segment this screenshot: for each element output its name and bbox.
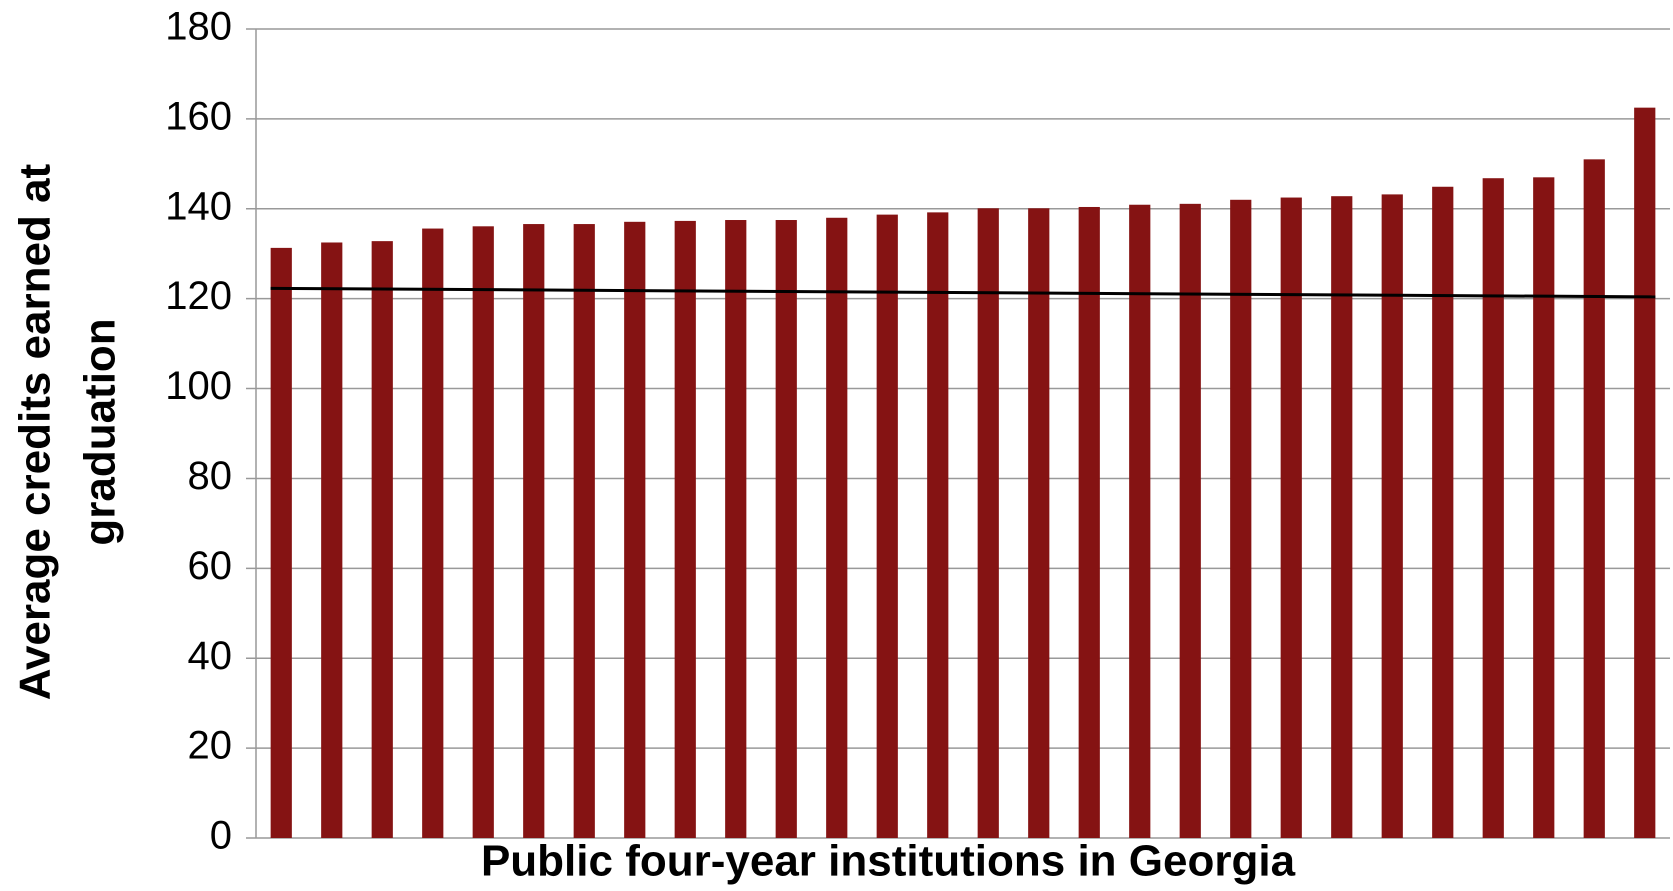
y-tick-label: 180 (165, 5, 232, 49)
y-tick-label: 160 (165, 94, 232, 138)
bar (876, 214, 898, 839)
bar (1179, 203, 1201, 839)
bar (472, 226, 494, 839)
bar (1028, 208, 1050, 838)
bar (1230, 199, 1252, 839)
bar (624, 221, 646, 839)
bar (422, 228, 444, 838)
bar (1381, 194, 1403, 838)
y-tick-label: 120 (165, 274, 232, 318)
bar (1432, 186, 1454, 838)
bar (1129, 204, 1151, 838)
bar (573, 224, 595, 838)
y-tick-label: 80 (188, 454, 233, 498)
bar (371, 241, 393, 839)
trend-line (270, 286, 1656, 299)
y-axis-label-1: Average credits earned at (11, 163, 60, 700)
bar (1078, 206, 1100, 839)
bar (1280, 197, 1302, 838)
bar (977, 208, 999, 838)
y-tick-label: 60 (188, 544, 233, 588)
bar (1533, 177, 1555, 839)
bar (674, 220, 696, 838)
bar (523, 224, 545, 838)
y-tick-label: 140 (165, 184, 232, 228)
x-axis-label: Public four-year institutions in Georgia (481, 837, 1296, 886)
bar (826, 217, 848, 838)
bar (725, 220, 747, 838)
y-tick-label: 40 (188, 634, 233, 678)
bar (1482, 178, 1504, 838)
y-tick-label: 0 (210, 814, 232, 858)
bar (1583, 159, 1605, 839)
y-tick-label: 20 (188, 724, 233, 768)
bar (775, 220, 797, 838)
bar (321, 242, 343, 839)
bar (270, 247, 292, 838)
bar (1331, 196, 1353, 838)
y-axis-label-2: graduation (76, 318, 125, 545)
bar (1634, 107, 1656, 839)
y-tick-label: 100 (165, 364, 232, 408)
bar (927, 212, 949, 838)
